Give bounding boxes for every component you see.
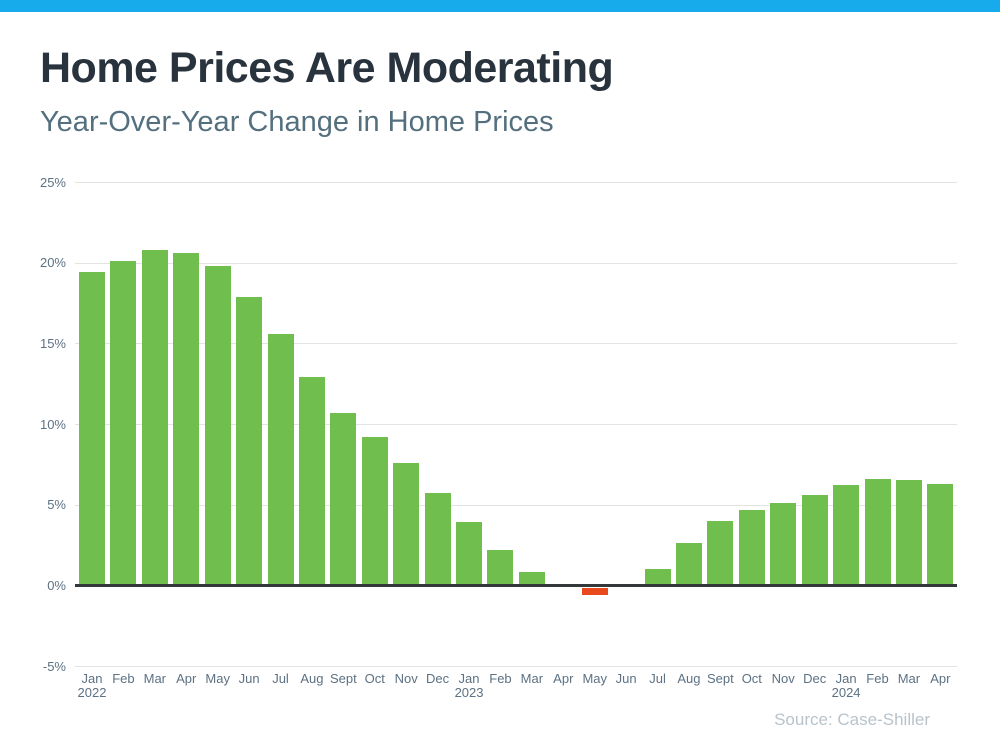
x-axis-tick-label: Aug [677, 671, 701, 686]
zero-axis-line [75, 584, 957, 588]
x-axis-tick-label: Jan 2022 [61, 672, 123, 699]
x-axis-tick-label: May [205, 671, 230, 686]
x-axis-tick-label: Dec [426, 671, 450, 686]
x-axis-tick-label: Mar [520, 671, 544, 686]
chart-title: Home Prices Are Moderating [40, 44, 614, 92]
x-axis-tick-label: May [582, 671, 607, 686]
chart-bar [204, 265, 231, 586]
y-axis-tick-label: 0% [47, 577, 66, 593]
x-axis-tick-label: Jun [238, 671, 260, 686]
x-axis-tick-label: Jan 2024 [815, 672, 877, 699]
chart-bar [675, 543, 702, 586]
x-axis-tick-label: Jun [615, 671, 637, 686]
chart-bar [581, 588, 608, 595]
gridline [75, 666, 957, 667]
source-caption: Source: Case-Shiller [774, 710, 930, 729]
gridline [75, 424, 957, 425]
chart-bar [330, 412, 357, 586]
chart-bar [770, 503, 797, 586]
gridline [75, 504, 957, 506]
y-axis-tick-label: 25% [39, 174, 66, 190]
x-axis-tick-label: Sept [329, 671, 357, 686]
x-axis-tick-label: Sept [707, 671, 734, 686]
chart-bar [298, 377, 325, 586]
chart-bar [895, 480, 922, 586]
x-axis-tick-label: Nov [771, 671, 795, 686]
y-axis-tick-label: -5% [42, 658, 66, 674]
x-axis-tick-label: Aug [300, 671, 324, 686]
x-axis-tick-label: Mar [143, 671, 167, 686]
chart-bar [236, 296, 263, 586]
x-axis-tick-label: Dec [803, 671, 827, 686]
y-axis-tick-label: 15% [39, 335, 66, 351]
x-axis-tick-label: Feb [866, 671, 889, 686]
gridline [75, 182, 957, 183]
chart-bar [393, 462, 420, 586]
x-axis-year-label: 2023 [454, 684, 484, 700]
chart-bar [707, 520, 734, 586]
chart-bar [644, 569, 671, 586]
chart-bar [864, 478, 891, 586]
x-axis-tick-label: Oct [741, 671, 762, 686]
x-axis-tick-label: Feb [112, 671, 135, 686]
chart-bar [424, 493, 451, 586]
x-axis-year-label: 2024 [831, 684, 861, 700]
chart-bar [456, 522, 483, 586]
chart-bar [487, 549, 514, 586]
chart-bar [518, 572, 545, 586]
accent-bar [0, 0, 1000, 12]
chart-bar [141, 249, 168, 586]
chart-bar [833, 485, 860, 586]
chart-bar [79, 272, 105, 586]
x-axis-tick-label: Oct [364, 671, 385, 686]
chart-bar [110, 261, 137, 586]
y-axis-tick-label: 20% [39, 255, 66, 271]
chart-bar [738, 509, 765, 586]
gridline [75, 343, 957, 345]
x-axis-tick-label: Jul [272, 671, 289, 686]
chart-bar [267, 333, 294, 586]
chart-bar [173, 252, 200, 586]
x-axis-tick-label: Jan 2023 [438, 672, 500, 699]
chart-bar [927, 483, 954, 586]
x-axis-tick-label: Feb [489, 671, 512, 686]
gridline [75, 262, 957, 264]
x-axis-tick-label: Mar [897, 671, 921, 686]
x-axis-tick-label: Jul [649, 671, 666, 686]
x-axis-tick-label: Nov [394, 671, 418, 686]
x-axis-tick-label: Apr [553, 671, 574, 686]
x-axis-tick-label: Apr [930, 671, 951, 686]
y-axis-tick-label: 10% [39, 416, 66, 432]
bar-chart-plot-area: 25% 20% 15% 10% 5% 0% -5% Jan 2022 Feb Mar Apr May Ju… [40, 175, 957, 699]
x-axis-year-label: 2022 [77, 684, 107, 700]
x-axis-tick-label: Apr [176, 671, 197, 686]
chart-subtitle: Year-Over-Year Change in Home Prices [40, 106, 554, 138]
chart-bar [361, 436, 388, 586]
chart-bar [801, 494, 828, 586]
y-axis-tick-label: 5% [47, 497, 66, 513]
